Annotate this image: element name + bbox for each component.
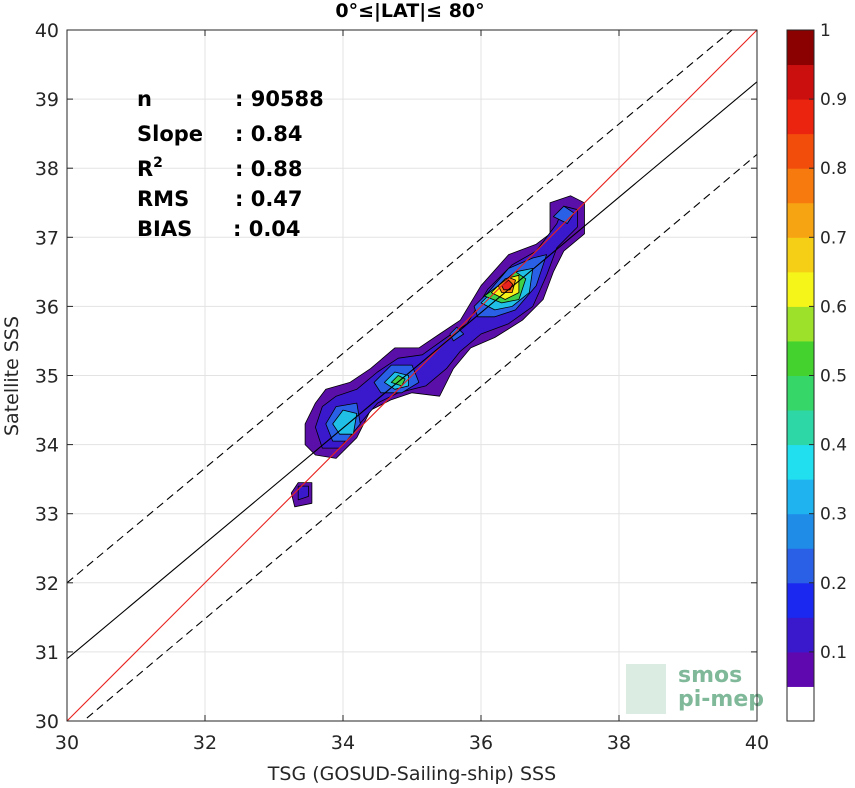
colorbar-segment xyxy=(787,410,814,446)
colorbar-tick-label: 0.8 xyxy=(820,159,847,179)
colorbar-tick-label: 0.4 xyxy=(820,436,847,456)
reference-lines xyxy=(67,30,757,721)
colorbar-segment xyxy=(787,30,814,66)
y-tick-label: 31 xyxy=(35,642,59,664)
colorbar-segment xyxy=(787,202,814,238)
y-tick-label: 37 xyxy=(35,227,59,249)
colorbar-segment xyxy=(787,375,814,411)
colorbar-tick-label: 1 xyxy=(820,21,831,41)
colorbar-segment xyxy=(787,340,814,376)
colorbar-tick-label: 0.1 xyxy=(820,643,847,663)
x-axis-ticks: 30 32 34 36 38 40 xyxy=(55,30,769,754)
colorbar-segment xyxy=(787,548,814,584)
colorbar: 0.1 0.2 0.3 0.4 0.5 0.6 0.7 0.8 0.9 1 xyxy=(786,21,847,722)
colorbar-tick-label: 0.5 xyxy=(820,367,847,387)
colorbar-segment xyxy=(787,617,814,653)
x-tick-label: 34 xyxy=(331,732,355,754)
x-tick-label: 38 xyxy=(607,732,631,754)
logo-text-pimep: pi-mep xyxy=(678,687,764,712)
fit-line xyxy=(67,81,757,660)
contour-level-0.2 xyxy=(449,326,465,342)
colorbar-segment xyxy=(787,168,814,204)
colorbar-segment xyxy=(787,237,814,273)
colorbar-segment xyxy=(787,686,814,722)
y-tick-label: 36 xyxy=(35,296,59,318)
stat-label-superscript: 2 xyxy=(153,155,163,171)
y-tick-label: 39 xyxy=(35,89,59,111)
colorbar-tick-label: 0.9 xyxy=(820,90,847,110)
colorbar-segment xyxy=(787,306,814,342)
stat-label: Slope xyxy=(137,122,203,146)
contour-level-0.1 xyxy=(297,485,309,501)
upper-line xyxy=(67,30,733,584)
y-tick-label: 38 xyxy=(35,158,59,180)
stat-value: : 0.84 xyxy=(235,122,303,146)
chart-title: 0°≤|LAT|≤ 80° xyxy=(335,0,484,22)
y-tick-label: 40 xyxy=(35,20,59,42)
logo-text-smos: smos xyxy=(678,663,742,688)
colorbar-segment xyxy=(787,64,814,100)
colorbar-tick-label: 0.7 xyxy=(820,228,847,248)
stat-value: : 0.04 xyxy=(233,217,301,241)
stats-block: n : 90588 Slope : 0.84 R2 : 0.88 RMS : 0.47 BIAS… xyxy=(137,87,324,241)
colorbar-segment xyxy=(787,651,814,687)
colorbar-segment xyxy=(787,479,814,515)
y-axis-ticks: 30 31 32 33 34 35 36 37 38 39 40 xyxy=(35,20,757,733)
density-contours xyxy=(290,195,585,508)
stat-label: RMS xyxy=(137,187,189,211)
colorbar-segment xyxy=(787,271,814,307)
contour-level-0.5 xyxy=(390,375,406,387)
colorbar-segment xyxy=(787,582,814,618)
x-axis-label: TSG (GOSUD-Sailing-ship) SSS xyxy=(267,763,556,785)
x-tick-label: 30 xyxy=(55,732,79,754)
x-tick-label: 36 xyxy=(469,732,493,754)
y-tick-label: 34 xyxy=(35,435,59,457)
line-group xyxy=(67,30,757,721)
colorbar-tick-label: 0.2 xyxy=(820,574,847,594)
y-axis-label: Satellite SSS xyxy=(1,316,23,436)
colorbar-segment xyxy=(787,444,814,480)
stat-value: : 0.88 xyxy=(235,157,303,181)
stat-value: : 0.47 xyxy=(235,187,303,211)
lower-line xyxy=(82,153,757,721)
colorbar-segment xyxy=(787,513,814,549)
identity-line xyxy=(67,30,757,721)
y-tick-label: 32 xyxy=(35,573,59,595)
y-tick-label: 33 xyxy=(35,504,59,526)
stat-label: R2 xyxy=(137,155,163,181)
stat-label: n xyxy=(137,87,152,111)
colorbar-tick-label: 0.6 xyxy=(820,297,847,317)
colorbar-segment xyxy=(787,99,814,135)
colorbar-segment xyxy=(787,133,814,169)
colorbar-tick-label: 0.3 xyxy=(820,505,847,525)
y-tick-label: 35 xyxy=(35,366,59,388)
stat-value: : 90588 xyxy=(235,87,324,111)
stat-label: BIAS xyxy=(137,217,192,241)
logo-mark xyxy=(626,664,666,714)
smos-pimep-logo: smos pi-mep xyxy=(626,663,764,714)
x-tick-label: 32 xyxy=(193,732,217,754)
x-tick-label: 40 xyxy=(745,732,769,754)
y-tick-label: 30 xyxy=(35,711,59,733)
